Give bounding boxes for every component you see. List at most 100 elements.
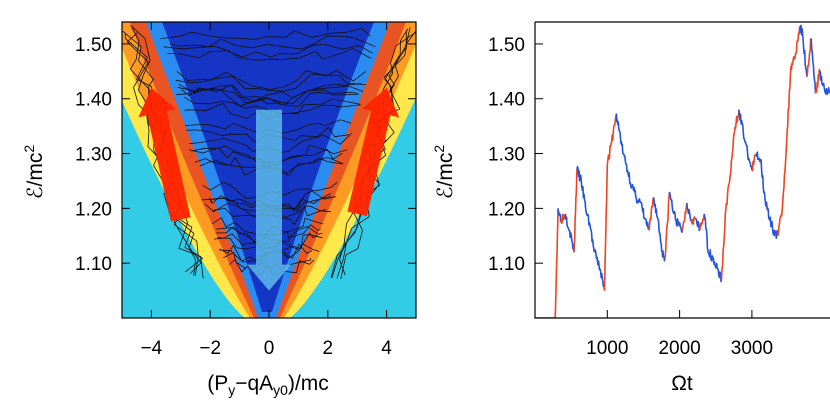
left-x-tick-label: −2 bbox=[199, 338, 221, 359]
left-y-axis-title: ℰ/mc2 bbox=[21, 145, 47, 200]
trajectory-line bbox=[170, 35, 376, 50]
series-segment bbox=[751, 153, 758, 172]
series-segment bbox=[603, 164, 609, 291]
series-segment bbox=[564, 213, 571, 232]
annotation-arrow bbox=[347, 87, 400, 217]
series-segment bbox=[631, 183, 637, 198]
series-segment bbox=[573, 169, 578, 253]
annotation-arrow bbox=[138, 87, 191, 222]
right-panel: 1000 2000 3000 1.101.201.301.401.50 ℰ/mc2 … bbox=[431, 21, 830, 395]
series-segment bbox=[580, 180, 587, 209]
series-segment bbox=[593, 249, 601, 271]
heatmap-background bbox=[122, 22, 416, 318]
series-segment bbox=[798, 24, 804, 36]
series-segment bbox=[576, 165, 583, 182]
right-y-tick-label: 1.40 bbox=[488, 90, 525, 111]
series-segment bbox=[673, 210, 679, 227]
series-segment bbox=[733, 109, 740, 132]
series-segment bbox=[707, 249, 714, 262]
series-segment bbox=[720, 208, 727, 280]
series-segment bbox=[657, 218, 664, 253]
series-segment bbox=[568, 230, 575, 253]
left-y-tick-label: 1.40 bbox=[75, 90, 112, 111]
left-x-tick-label: 0 bbox=[264, 338, 275, 359]
series-segment bbox=[615, 113, 621, 132]
series-segment bbox=[819, 70, 825, 88]
series-segment bbox=[742, 131, 749, 154]
series-segment bbox=[772, 229, 779, 239]
series-segment bbox=[652, 197, 659, 220]
series-segment bbox=[681, 202, 688, 231]
trajectory-line bbox=[336, 32, 416, 279]
series-segment bbox=[781, 142, 788, 209]
right-x-tick-label: 1000 bbox=[586, 338, 628, 359]
right-x-ticks: 1000 2000 3000 bbox=[586, 310, 773, 359]
right-plot-frame bbox=[534, 21, 830, 319]
trajectory-line bbox=[178, 83, 362, 102]
right-y-tick-label: 1.50 bbox=[488, 35, 525, 56]
series-segment bbox=[557, 208, 562, 223]
series-segment bbox=[690, 216, 697, 225]
series-segment bbox=[759, 158, 766, 198]
left-x-axis-title: (Py−qAy0)/mc bbox=[207, 372, 329, 398]
series-segment bbox=[589, 224, 596, 253]
series-segment bbox=[777, 208, 784, 236]
series-segment bbox=[729, 131, 736, 176]
series-segment bbox=[699, 213, 705, 231]
trajectory-line bbox=[126, 32, 199, 276]
left-x-tick-label: −4 bbox=[141, 338, 163, 359]
series-segment bbox=[790, 54, 797, 71]
series-segment bbox=[686, 202, 692, 222]
right-y-axis-title: ℰ/mc2 bbox=[431, 145, 457, 200]
right-x-axis-title: Ωt bbox=[671, 372, 693, 395]
trajectory-line bbox=[160, 27, 371, 40]
left-x-tick-label: 2 bbox=[323, 338, 334, 359]
series-segment bbox=[618, 131, 624, 155]
left-y-tick-label: 1.10 bbox=[75, 254, 112, 275]
series-segment bbox=[794, 27, 801, 56]
right-plot-background bbox=[535, 22, 830, 318]
series-segment bbox=[661, 250, 666, 262]
series-segment bbox=[768, 216, 775, 235]
series-segment bbox=[668, 191, 675, 215]
trajectory-line bbox=[175, 74, 366, 92]
series-segment bbox=[635, 197, 642, 204]
series-segment bbox=[806, 38, 812, 77]
series-segment bbox=[644, 218, 650, 231]
trajectory-line bbox=[167, 47, 372, 61]
series-segment bbox=[554, 208, 559, 318]
series-segment bbox=[695, 218, 701, 232]
right-y-ticks: 1.10 1.20 1.30 1.40 1.50 bbox=[488, 35, 543, 275]
right-y-tick-label: 1.20 bbox=[488, 199, 525, 220]
left-y-tick-label: 1.20 bbox=[75, 199, 112, 220]
series-segment bbox=[814, 68, 821, 94]
series-segment bbox=[648, 197, 655, 231]
series-segment bbox=[725, 175, 731, 209]
series-segment bbox=[626, 169, 633, 189]
series-segment bbox=[785, 65, 792, 143]
right-y-tick-label: 1.10 bbox=[488, 254, 525, 275]
series-segment bbox=[746, 153, 753, 171]
series-segment bbox=[584, 208, 591, 226]
trajectory-line bbox=[184, 96, 361, 115]
series-segment bbox=[823, 86, 830, 96]
series-segment bbox=[677, 221, 684, 233]
right-x-tick-label: 3000 bbox=[731, 338, 773, 359]
energy-series bbox=[535, 24, 830, 318]
series-segment bbox=[622, 152, 629, 173]
trajectory-line bbox=[163, 43, 373, 58]
left-x-tick-label: 4 bbox=[381, 338, 392, 359]
trajectory-line bbox=[181, 88, 359, 105]
trajectory-line bbox=[124, 33, 204, 279]
left-y-tick-label: 1.30 bbox=[75, 145, 112, 166]
series-segment bbox=[712, 257, 718, 269]
right-y-tick-label: 1.30 bbox=[488, 145, 525, 166]
right-x-tick-label: 2000 bbox=[658, 338, 700, 359]
series-segment bbox=[801, 32, 808, 77]
trajectory-line bbox=[340, 27, 411, 279]
series-segment bbox=[738, 109, 744, 132]
series-segment bbox=[599, 268, 606, 291]
trajectory-line bbox=[176, 70, 367, 90]
series-segment bbox=[664, 191, 671, 258]
series-segment bbox=[560, 213, 567, 224]
